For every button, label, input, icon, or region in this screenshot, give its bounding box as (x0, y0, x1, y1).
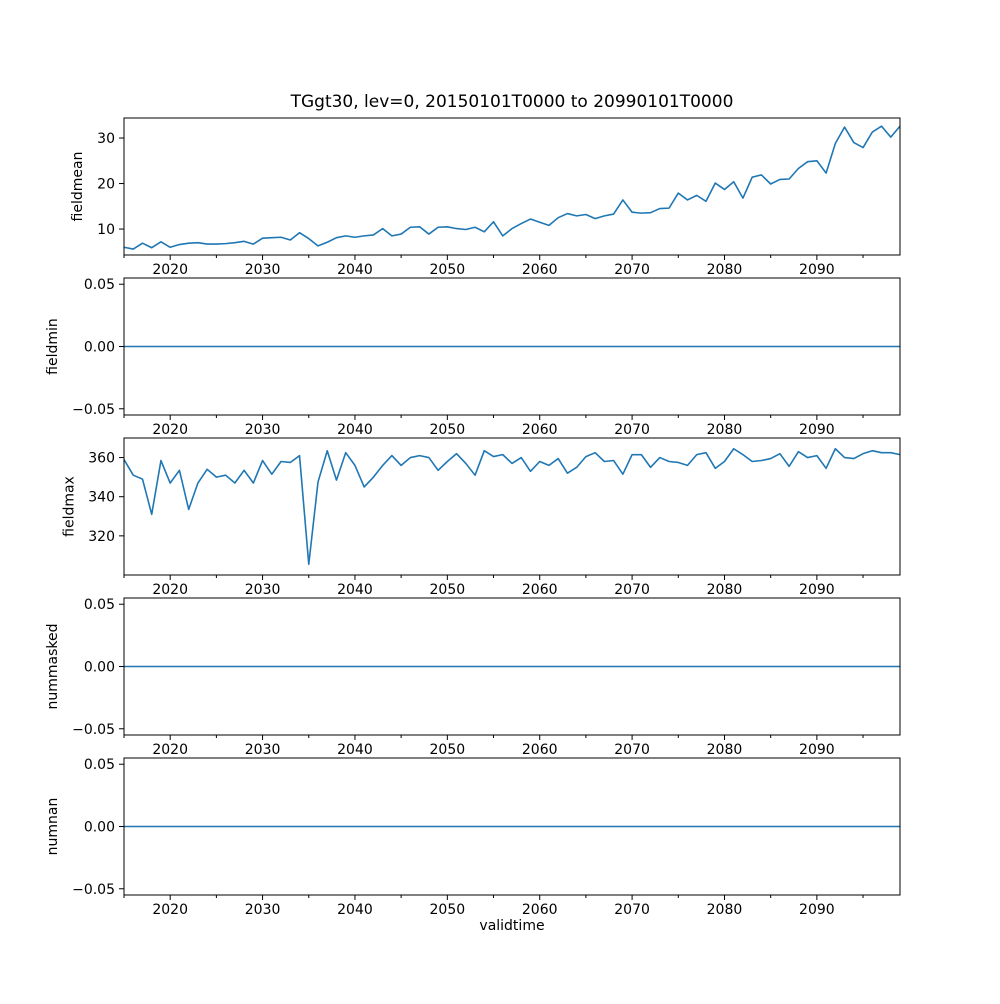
y-tick-label: 30 (97, 131, 115, 147)
y-tick-label: 20 (97, 177, 115, 193)
x-tick-label: 2090 (799, 422, 835, 438)
plot-frame (123, 117, 901, 256)
x-tick-label: 2060 (522, 742, 558, 758)
x-tick-label: 2060 (522, 262, 558, 278)
x-tick-label: 2030 (245, 262, 281, 278)
x-tick-label: 2050 (430, 422, 466, 438)
x-tick-label: 2020 (152, 262, 188, 278)
y-tick-label: 0.05 (84, 597, 115, 613)
x-tick-label: 2020 (152, 902, 188, 918)
y-tick-label: −0.05 (72, 722, 115, 738)
x-tick-label: 2060 (522, 902, 558, 918)
y-axis-label-fieldmean: fieldmean (70, 152, 86, 222)
y-axis-label-nummasked: nummasked (45, 623, 61, 709)
x-tick-label: 2050 (430, 262, 466, 278)
x-tick-label: 2090 (799, 902, 835, 918)
x-tick-label: 2080 (707, 582, 743, 598)
x-tick-label: 2090 (799, 742, 835, 758)
y-tick-label: 0.05 (84, 277, 115, 293)
x-tick-label: 2050 (430, 582, 466, 598)
x-tick-label: 2030 (245, 902, 281, 918)
x-tick-label: 2040 (337, 742, 373, 758)
x-tick-label: 2070 (614, 422, 650, 438)
series-line-fieldmax (123, 447, 901, 566)
x-tick-label: 2040 (337, 582, 373, 598)
x-tick-label: 2060 (522, 582, 558, 598)
x-tick-label: 2050 (430, 742, 466, 758)
x-axis-label: validtime (479, 918, 544, 934)
plot-frame (123, 597, 901, 736)
x-tick-label: 2070 (614, 582, 650, 598)
y-axis-label-numnan: numnan (45, 798, 61, 856)
y-tick-label: 340 (88, 490, 115, 506)
y-tick-label: −0.05 (72, 882, 115, 898)
x-tick-label: 2090 (799, 262, 835, 278)
subplot-fieldmin: −0.05 0.00 0.05 2020 2030 2040 2050 2060 2070 208… (45, 277, 901, 438)
subplot-numnan: −0.05 0.00 0.05 2020 2030 2040 2050 2060 2070 208… (45, 757, 901, 918)
x-tick-label: 2060 (522, 422, 558, 438)
y-tick-label: 0.00 (84, 820, 115, 836)
series-line-fieldmean (123, 125, 901, 250)
y-tick-label: 0.05 (84, 757, 115, 773)
x-tick-label: 2040 (337, 902, 373, 918)
x-tick-label: 2030 (245, 422, 281, 438)
chart-title: TGgt30, lev=0, 20150101T0000 to 20990101… (290, 92, 734, 112)
plot-frame (123, 757, 901, 896)
x-tick-label: 2030 (245, 582, 281, 598)
subplot-nummasked: −0.05 0.00 0.05 2020 2030 2040 2050 2060 2070 208… (45, 597, 901, 758)
subplot-fieldmax: 320 340 360 2020 2030 2040 2050 2060 2070 2080 209… (61, 437, 901, 598)
x-tick-label: 2040 (337, 422, 373, 438)
x-tick-label: 2020 (152, 742, 188, 758)
x-tick-label: 2080 (707, 422, 743, 438)
y-tick-label: 10 (97, 222, 115, 238)
x-tick-label: 2070 (614, 742, 650, 758)
x-tick-label: 2030 (245, 742, 281, 758)
plot-frame (123, 437, 901, 576)
x-tick-label: 2020 (152, 582, 188, 598)
y-axis-label-fieldmin: fieldmin (45, 318, 61, 375)
y-tick-label: −0.05 (72, 402, 115, 418)
x-tick-label: 2020 (152, 422, 188, 438)
y-tick-label: 320 (88, 529, 115, 545)
x-tick-label: 2050 (430, 902, 466, 918)
y-tick-label: 0.00 (84, 340, 115, 356)
y-axis-label-fieldmax: fieldmax (61, 476, 77, 537)
y-tick-label: 0.00 (84, 660, 115, 676)
y-tick-label: 360 (88, 451, 115, 467)
x-tick-label: 2080 (707, 902, 743, 918)
plot-frame (123, 277, 901, 416)
x-tick-label: 2070 (614, 902, 650, 918)
x-tick-label: 2080 (707, 262, 743, 278)
x-tick-label: 2090 (799, 582, 835, 598)
x-tick-label: 2080 (707, 742, 743, 758)
x-tick-label: 2040 (337, 262, 373, 278)
x-tick-label: 2070 (614, 262, 650, 278)
